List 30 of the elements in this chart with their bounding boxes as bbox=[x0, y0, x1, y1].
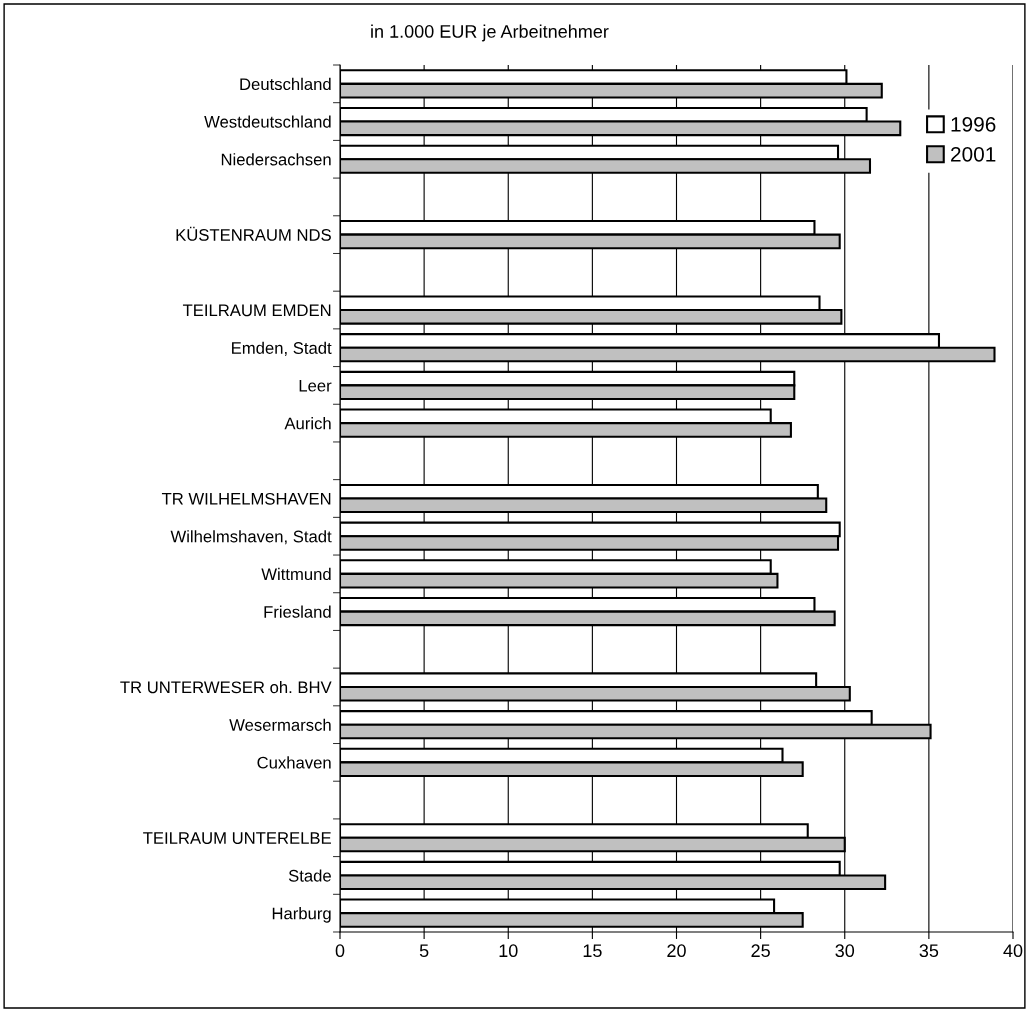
y-tick-label: Emden, Stadt bbox=[232, 341, 332, 356]
x-tick-label: 20 bbox=[667, 944, 686, 958]
y-tick-label: Cuxhaven bbox=[257, 756, 331, 769]
legend-label: 1996 bbox=[951, 117, 996, 132]
y-tick-label: Niedersachsen bbox=[221, 153, 331, 166]
y-tick-label: Deutschland bbox=[240, 77, 331, 91]
x-tick-label: 40 bbox=[1003, 944, 1023, 958]
y-tick-label: Westdeutschland bbox=[204, 115, 331, 128]
x-tick-label: 10 bbox=[499, 944, 518, 958]
y-tick-label: Harburg bbox=[272, 907, 331, 923]
y-tick-label: TEILRAUM EMDEN bbox=[182, 304, 331, 317]
y-tick-label: Wesermarsch bbox=[229, 718, 331, 731]
x-tick-label: 0 bbox=[335, 944, 345, 958]
y-tick-label: Wilhelmshaven, Stadt bbox=[170, 530, 332, 545]
y-tick-label: Stade bbox=[288, 869, 331, 882]
x-tick-label: 5 bbox=[419, 944, 429, 958]
legend-label: 2001 bbox=[951, 146, 996, 162]
x-tick-label: 15 bbox=[583, 944, 602, 958]
y-tick-label: KÜSTENRAUM NDS bbox=[176, 226, 331, 241]
chart-title: in 1.000 EUR je Arbeitnehmer bbox=[371, 24, 609, 42]
x-tick-label: 30 bbox=[835, 944, 855, 958]
x-tick-label: 25 bbox=[751, 944, 770, 958]
y-tick-label: Leer bbox=[299, 379, 332, 392]
y-tick-label: TR UNTERWESER oh. BHV bbox=[120, 680, 332, 694]
y-tick-label: TEILRAUM UNTERELBE bbox=[143, 832, 331, 844]
y-tick-label: Friesland bbox=[264, 605, 331, 618]
x-tick-label: 35 bbox=[919, 944, 939, 958]
y-tick-label: TR WILHELMSHAVEN bbox=[161, 492, 331, 505]
y-tick-label: Wittmund bbox=[261, 567, 331, 581]
y-tick-label: Aurich bbox=[284, 417, 331, 430]
